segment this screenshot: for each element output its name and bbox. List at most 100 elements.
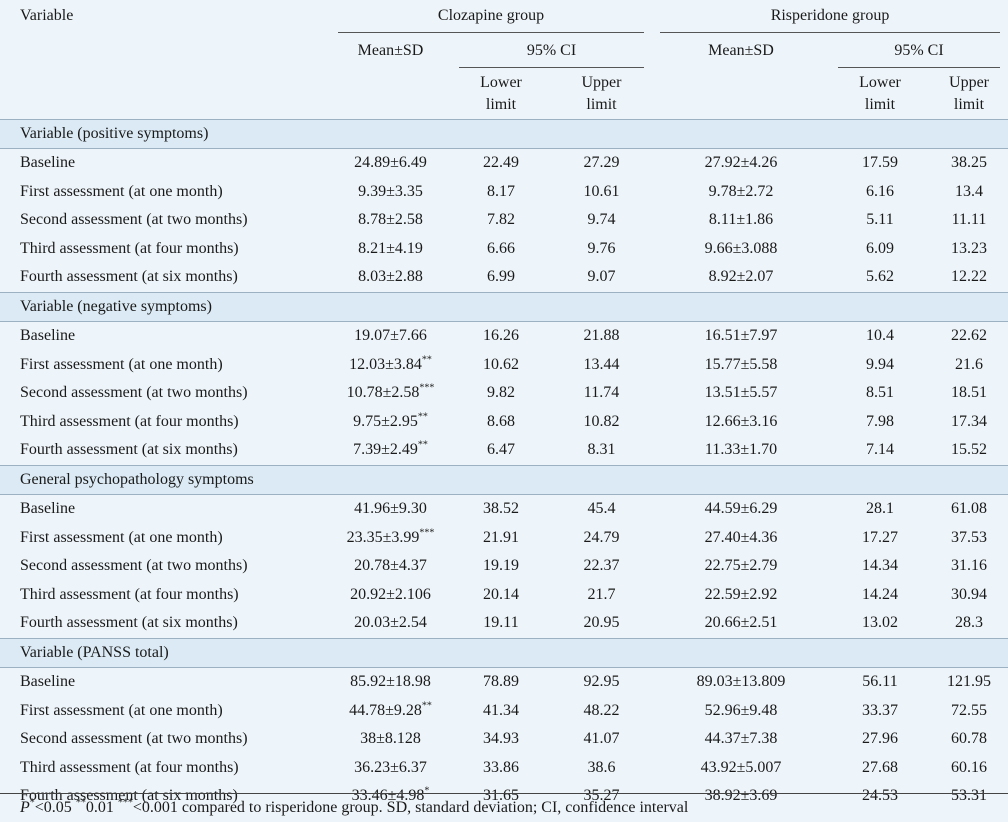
clozapine-lower-limit: 41.34: [483, 701, 519, 719]
significance-marker: ***: [419, 527, 435, 539]
clozapine-mean-sd: 8.21±4.19: [358, 239, 423, 257]
row-label: Third assessment (at four months): [20, 412, 239, 430]
clozapine-mean-sd-cell: 36.23±6.37: [330, 754, 451, 783]
table-row: Third assessment (at four months) 36.23±6…: [0, 754, 1008, 783]
clozapine-mean-sd: 8.78±2.58: [358, 211, 423, 229]
risperidone-upper-limit: 18.51: [951, 384, 988, 402]
risperidone-mean-sd: 44.59±6.29: [704, 500, 778, 518]
table-row: Baseline 41.96±9.30 38.52 45.4 44.59±6.29 28.…: [0, 495, 1008, 524]
clozapine-upper-limit: 21.88: [583, 327, 620, 345]
risperidone-mean-sd: 44.37±7.38: [704, 730, 778, 748]
risperidone-lower-limit: 33.37: [862, 701, 898, 719]
table-row: Fourth assessment (at six months) 8.03±2.…: [0, 263, 1008, 292]
clozapine-lower-limit: 22.49: [483, 154, 519, 172]
clozapine-mean-sd: 20.92±2.106: [350, 585, 431, 603]
clozapine-lower-limit: 34.93: [483, 730, 519, 748]
risperidone-upper-limit: 121.95: [947, 673, 992, 691]
table-row: First assessment (at one month) 9.39±3.35…: [0, 178, 1008, 207]
clozapine-upper-limit: 13.44: [583, 355, 620, 373]
clozapine-mean-sd-cell: 19.07±7.66: [330, 322, 451, 351]
row-label: Baseline: [20, 154, 76, 172]
clozapine-mean-sd-cell: 44.78±9.28**: [330, 697, 451, 726]
table-row: Fourth assessment (at six months) 7.39±2.…: [0, 436, 1008, 465]
risperidone-mean-sd: 9.78±2.72: [708, 182, 774, 200]
clozapine-upper-limit: 22.37: [583, 557, 620, 575]
table-row: Second assessment (at two months) 8.78±2.…: [0, 206, 1008, 235]
risperidone-mean-sd: 11.33±1.70: [704, 441, 778, 459]
clozapine-lower-limit: 16.26: [483, 327, 519, 345]
row-label: First assessment (at one month): [20, 182, 223, 200]
risperidone-mean-sd: 43.92±5.007: [700, 758, 782, 776]
row-label: Third assessment (at four months): [20, 585, 239, 603]
row-label: Third assessment (at four months): [20, 758, 239, 776]
clozapine-mean-sd: 20.78±4.37: [354, 557, 427, 575]
table-row: Baseline 24.89±6.49 22.49 27.29 27.92±4.26 17…: [0, 149, 1008, 178]
footnote-text-2: 0.01: [85, 799, 118, 816]
header-clozapine-mean-sd: Mean±SD: [357, 41, 424, 59]
risperidone-upper-limit: 28.3: [955, 614, 984, 632]
clozapine-mean-sd: 9.75±2.95: [353, 412, 418, 430]
risperidone-lower-limit: 28.1: [866, 500, 894, 518]
clozapine-mean-sd: 23.35±3.99: [346, 528, 420, 546]
clozapine-upper-limit: 9.07: [587, 268, 616, 286]
table-row: Third assessment (at four months) 8.21±4.…: [0, 235, 1008, 264]
table-row: Fourth assessment (at six months) 20.03±2…: [0, 609, 1008, 638]
clozapine-mean-sd-cell: 8.21±4.19: [330, 235, 451, 264]
clozapine-upper-limit: 92.95: [583, 673, 620, 691]
row-label: Baseline: [20, 327, 76, 345]
row-label: Second assessment (at two months): [20, 384, 248, 402]
significance-marker: **: [421, 354, 432, 366]
row-label: First assessment (at one month): [20, 701, 223, 719]
section-title: Variable (positive symptoms): [0, 118, 1008, 149]
table-row: Second assessment (at two months) 10.78±2…: [0, 379, 1008, 408]
table-row: Third assessment (at four months) 9.75±2.…: [0, 408, 1008, 437]
risperidone-lower-limit: 24.53: [862, 787, 898, 805]
clozapine-mean-sd-cell: 20.78±4.37: [330, 552, 451, 581]
footnote-sup-2: **: [75, 797, 86, 809]
significance-marker: **: [417, 411, 428, 423]
section-row: General psychopathology symptoms: [0, 464, 1008, 495]
footnote-sup-1: *: [29, 797, 35, 809]
footnote-sup-3: ***: [117, 797, 133, 809]
clozapine-upper-limit: 35.27: [583, 787, 620, 805]
clozapine-mean-sd-cell: 9.39±3.35: [330, 178, 451, 207]
header-clozapine-upper-limit: Upper limit: [581, 74, 622, 113]
risperidone-mean-sd: 8.92±2.07: [708, 268, 774, 286]
clozapine-upper-limit: 38.6: [587, 758, 616, 776]
clozapine-upper-limit: 10.61: [583, 182, 620, 200]
clozapine-lower-limit: 8.17: [487, 182, 515, 200]
risperidone-lower-limit: 6.16: [866, 182, 894, 200]
risperidone-upper-limit: 38.25: [951, 154, 988, 172]
table-row: Third assessment (at four months) 20.92±2…: [0, 581, 1008, 610]
header-risperidone-ci: 95% CI: [830, 35, 1008, 70]
header-clozapine-group: Clozapine group: [330, 0, 652, 35]
table-row: Baseline 85.92±18.98 78.89 92.95 89.03±13.80…: [0, 668, 1008, 697]
risperidone-mean-sd: 20.66±2.51: [704, 614, 778, 632]
risperidone-lower-limit: 17.59: [862, 154, 898, 172]
significance-marker: **: [421, 700, 432, 712]
table-footnote: P*<0.05 **0.01 ***<0.001 compared to ris…: [0, 793, 1008, 822]
clozapine-lower-limit: 19.19: [483, 557, 519, 575]
section-row: Variable (positive symptoms): [0, 118, 1008, 149]
risperidone-lower-limit: 56.11: [862, 673, 898, 691]
clozapine-upper-limit: 11.74: [583, 384, 620, 402]
clozapine-mean-sd: 8.03±2.88: [358, 268, 423, 286]
risperidone-mean-sd: 27.40±4.36: [704, 528, 778, 546]
risperidone-lower-limit: 13.02: [862, 614, 898, 632]
risperidone-mean-sd: 38.92±3.69: [704, 787, 778, 805]
risperidone-upper-limit: 17.34: [951, 412, 988, 430]
clozapine-mean-sd: 9.39±3.35: [358, 182, 423, 200]
clozapine-upper-limit: 10.82: [583, 412, 620, 430]
clozapine-mean-sd-cell: 85.92±18.98: [330, 668, 451, 697]
risperidone-lower-limit: 7.98: [866, 412, 894, 430]
clozapine-mean-sd-cell: 41.96±9.30: [330, 495, 451, 524]
clozapine-upper-limit: 41.07: [583, 730, 620, 748]
clozapine-mean-sd: 33.46±4.98: [351, 787, 425, 805]
clozapine-lower-limit: 78.89: [483, 673, 519, 691]
table-body: Variable (positive symptoms) Baseline 24.8…: [0, 118, 1008, 811]
row-label: Second assessment (at two months): [20, 730, 248, 748]
risperidone-upper-limit: 61.08: [951, 500, 988, 518]
table-row: Baseline 19.07±7.66 16.26 21.88 16.51±7.97 10…: [0, 322, 1008, 351]
